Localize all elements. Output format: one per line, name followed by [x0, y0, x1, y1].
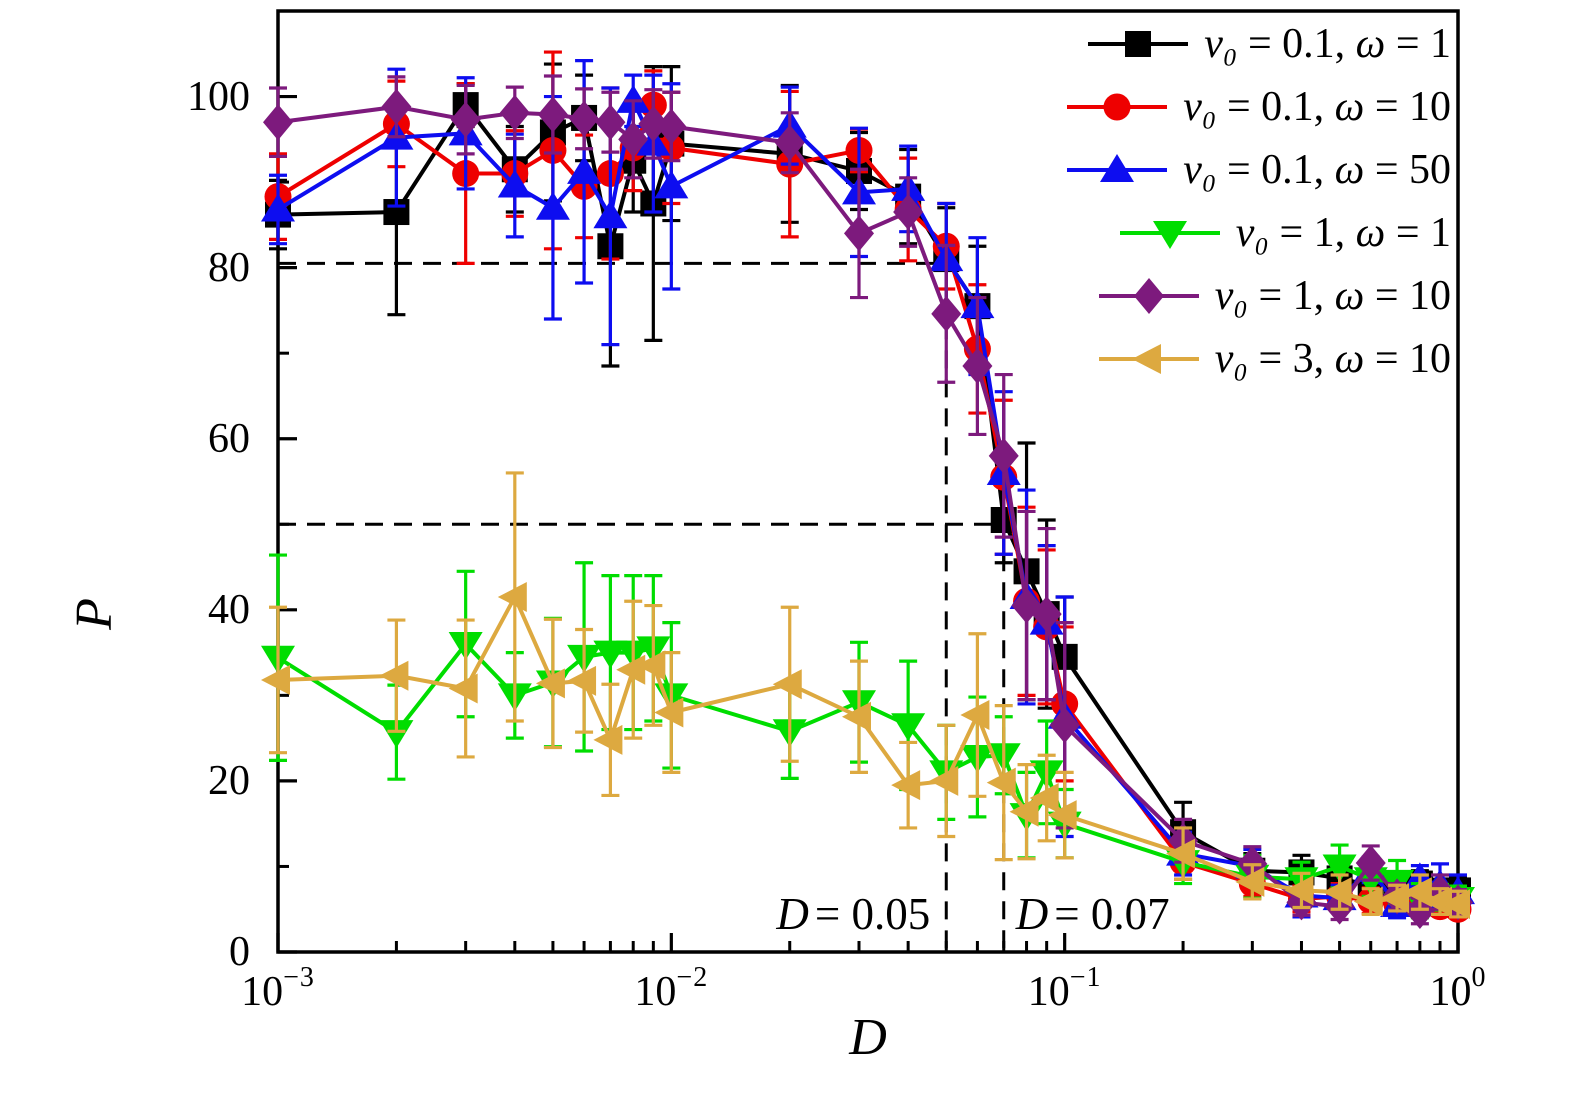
marker-diamond: [569, 100, 600, 137]
marker-triangle-left: [379, 660, 409, 691]
legend-diamond-icon: [1098, 277, 1199, 314]
legend-item-3: v₀ = 1, ω = 1: [1065, 201, 1451, 264]
marker-triangle-left: [1131, 343, 1161, 374]
marker-triangle-left: [842, 701, 872, 732]
marker-triangle-left: [535, 668, 565, 699]
dashed-guides: [278, 261, 1006, 952]
marker-diamond: [988, 437, 1019, 474]
legend-item-0: v₀ = 0.1, ω = 1: [1065, 12, 1451, 75]
legend-circle-icon: [1067, 93, 1168, 120]
marker-triangle-left: [1380, 883, 1410, 914]
marker-triangle-up: [616, 84, 651, 113]
marker-diamond: [931, 295, 962, 332]
marker-diamond: [499, 94, 530, 131]
marker-triangle-left: [1423, 886, 1453, 917]
legend-triangle-left-icon: [1098, 343, 1199, 374]
marker-triangle-left: [636, 650, 666, 681]
marker-triangle-left: [1009, 796, 1039, 827]
marker-circle: [1103, 93, 1131, 120]
marker-triangle-down: [1322, 854, 1357, 883]
marker-diamond: [1355, 845, 1386, 882]
marker-triangle-left: [593, 724, 623, 755]
marker-triangle-down: [593, 640, 628, 669]
marker-triangle-left: [1235, 866, 1265, 897]
legend-label: v₀ = 0.1, ω = 50: [1183, 146, 1451, 193]
marker-triangle-left: [1047, 800, 1077, 831]
marker-triangle-left: [1322, 877, 1352, 908]
marker-triangle-left: [654, 697, 684, 728]
annotation-d-0.05: D = 0.05: [776, 889, 931, 939]
marker-triangle-left: [1284, 875, 1314, 906]
marker-triangle-up: [593, 200, 628, 229]
legend-label: v₀ = 1, ω = 1: [1235, 209, 1451, 256]
marker-triangle-left: [1441, 889, 1470, 920]
legend-square-icon: [1088, 30, 1189, 57]
marker-triangle-up: [497, 169, 532, 198]
marker-diamond: [263, 104, 293, 141]
legend-label: v₀ = 0.1, ω = 10: [1183, 83, 1451, 130]
marker-diamond: [595, 104, 626, 141]
marker-diamond: [1133, 277, 1164, 314]
y-axis-label: P: [66, 598, 123, 630]
legend-item-4: v₀ = 1, ω = 10: [1065, 264, 1451, 327]
marker-triangle-left: [1353, 886, 1383, 917]
marker-triangle-left: [1402, 877, 1432, 908]
x-axis-label: D: [849, 1009, 887, 1066]
legend-triangle-up-icon: [1067, 153, 1168, 182]
marker-triangle-down: [379, 720, 414, 749]
marker-triangle-up: [1100, 153, 1135, 182]
legend-label: v₀ = 3, ω = 10: [1214, 335, 1451, 382]
marker-triangle-up: [567, 155, 602, 184]
marker-triangle-left: [960, 700, 990, 731]
marker-triangle-up: [654, 170, 689, 199]
marker-diamond: [1049, 707, 1080, 744]
marker-diamond: [618, 121, 649, 158]
marker-triangle-up: [261, 193, 295, 222]
marker-diamond: [381, 88, 412, 125]
marker-triangle-left: [448, 673, 478, 704]
marker-triangle-left: [1166, 838, 1196, 869]
legend-item-5: v₀ = 3, ω = 10: [1065, 327, 1451, 390]
annotation-d-0.07: D = 0.07: [1015, 889, 1170, 939]
marker-diamond: [656, 108, 687, 145]
marker-diamond: [962, 348, 993, 385]
series-3: [261, 553, 1475, 920]
legend-label: v₀ = 0.1, ω = 1: [1204, 20, 1451, 67]
marker-diamond: [450, 101, 481, 138]
marker-diamond: [537, 96, 568, 133]
plot-frame: [276, 9, 1460, 954]
marker-diamond: [893, 194, 924, 231]
legend: v₀ = 0.1, ω = 1 v₀ = 0.1, ω = 10 v₀ = 0.1,…: [1065, 12, 1451, 390]
legend-item-1: v₀ = 0.1, ω = 10: [1065, 75, 1451, 138]
marker-triangle-left: [891, 770, 921, 801]
marker-diamond: [1031, 596, 1062, 633]
marker-diamond: [638, 105, 669, 142]
legend-triangle-down-icon: [1119, 220, 1220, 249]
marker-square: [1125, 30, 1152, 57]
marker-diamond: [774, 124, 805, 161]
marker-triangle-down: [1152, 220, 1187, 249]
marker-triangle-left: [929, 765, 959, 796]
marker-triangle-left: [986, 767, 1016, 798]
marker-triangle-left: [497, 581, 527, 612]
legend-label: v₀ = 1, ω = 10: [1214, 272, 1451, 319]
series-5: [261, 471, 1470, 920]
legend-item-2: v₀ = 0.1, ω = 50: [1065, 138, 1451, 201]
marker-triangle-down: [891, 713, 926, 742]
marker-triangle-up: [535, 191, 570, 220]
marker-triangle-left: [1029, 783, 1059, 814]
marker-triangle-left: [616, 654, 646, 685]
marker-triangle-left: [261, 664, 290, 695]
marker-diamond: [844, 215, 875, 252]
marker-triangle-left: [772, 669, 802, 700]
marker-triangle-left: [567, 665, 597, 696]
